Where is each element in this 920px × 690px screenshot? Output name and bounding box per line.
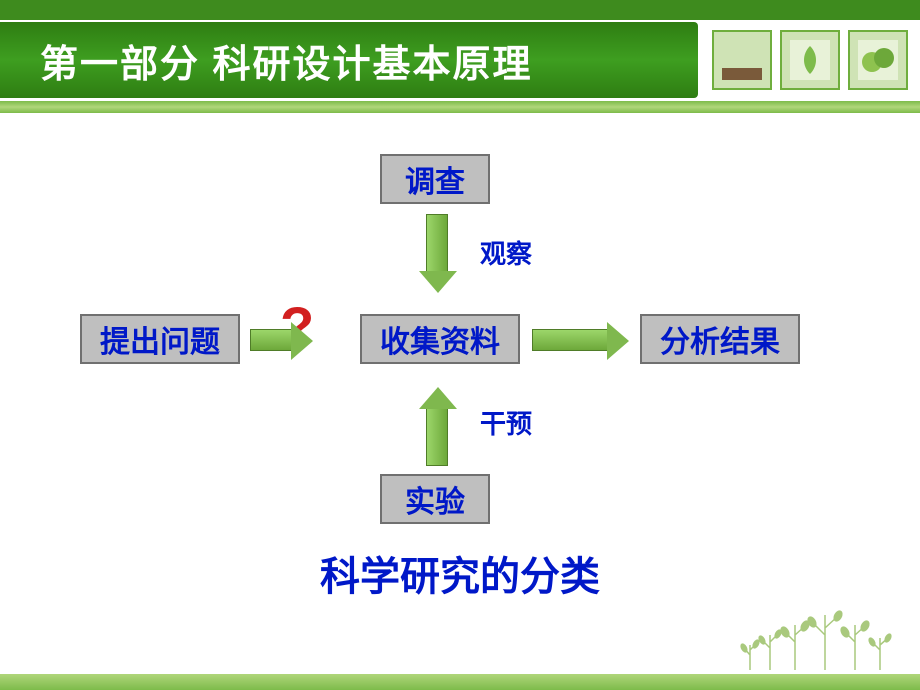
label-observe: 观察	[480, 234, 532, 271]
title-ribbon: 第一部分 科研设计基本原理	[0, 20, 700, 100]
node-propose: 提出问题	[80, 314, 240, 364]
arrow-survey-down	[426, 214, 448, 274]
bottom-bar	[0, 672, 920, 690]
arrow-collect-to-analyze	[532, 329, 610, 351]
arrow-experiment-up	[426, 406, 448, 466]
label-intervene: 干预	[480, 404, 532, 441]
sub-bar	[0, 100, 920, 114]
header: 第一部分 科研设计基本原理	[0, 20, 920, 100]
plants-icon	[740, 600, 900, 670]
node-survey: 调查	[380, 154, 490, 204]
thumb-2	[780, 30, 840, 90]
thumbnail-strip	[700, 20, 920, 100]
node-collect: 收集资料	[360, 314, 520, 364]
footer-title: 科学研究的分类	[0, 544, 920, 602]
thumb-3	[848, 30, 908, 90]
flowchart: 调查 提出问题 收集资料 分析结果 实验 ? 观察 干预 科学研究的分类	[0, 114, 920, 574]
node-experiment: 实验	[380, 474, 490, 524]
thumb-1	[712, 30, 772, 90]
top-bar	[0, 0, 920, 20]
node-analyze: 分析结果	[640, 314, 800, 364]
arrow-propose-to-collect	[250, 329, 294, 351]
page-title: 第一部分 科研设计基本原理	[40, 33, 533, 88]
